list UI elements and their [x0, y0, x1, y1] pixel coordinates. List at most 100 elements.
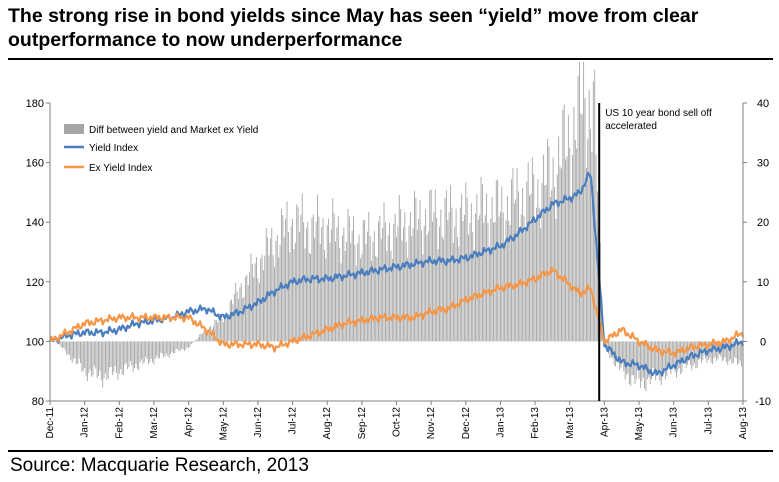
- annotation-text-line1: US 10 year bond sell off: [605, 108, 712, 119]
- diff-bar: [175, 341, 177, 350]
- diff-bar: [104, 341, 106, 374]
- diff-bar: [368, 211, 370, 342]
- diff-bar: [314, 237, 316, 342]
- ex-yield-index-line: [48, 266, 745, 358]
- diff-bar: [457, 236, 458, 342]
- diff-bar: [441, 236, 443, 342]
- diff-bar: [67, 341, 69, 355]
- diff-bar: [301, 193, 303, 342]
- diff-bar: [617, 341, 619, 364]
- diff-bar: [619, 341, 621, 371]
- diff-bar: [384, 222, 386, 342]
- diff-bar: [70, 341, 72, 360]
- diff-bar: [433, 212, 435, 342]
- diff-bar: [458, 246, 460, 342]
- diff-bar: [685, 341, 687, 369]
- diff-bar: [476, 194, 478, 342]
- diff-bar: [520, 214, 522, 342]
- diff-bar: [182, 341, 184, 350]
- diff-bar: [516, 168, 518, 342]
- diff-bar: [681, 341, 683, 373]
- diff-bar: [402, 227, 404, 342]
- diff-bar: [530, 193, 532, 342]
- diff-bar: [576, 148, 578, 342]
- diff-bar: [142, 341, 144, 364]
- diff-bar: [170, 341, 172, 355]
- diff-bar: [86, 341, 88, 381]
- diff-bar: [580, 113, 582, 342]
- diff-bar: [522, 188, 524, 342]
- x-tick-label: Dec-11: [45, 407, 56, 439]
- diff-bar: [634, 341, 636, 384]
- diff-bar: [527, 162, 529, 342]
- y-right-tick-label: 0: [760, 336, 766, 348]
- diff-bar: [332, 198, 334, 342]
- diff-bar: [136, 341, 138, 369]
- diff-bar: [609, 341, 611, 359]
- diff-bar: [256, 257, 257, 342]
- diff-bar: [111, 341, 113, 376]
- diff-bar: [741, 341, 743, 367]
- diff-bar: [469, 223, 471, 342]
- diff-bar: [623, 341, 625, 372]
- diff-bars-group: [49, 62, 744, 392]
- diff-bar: [501, 186, 503, 342]
- diff-bar: [207, 331, 209, 342]
- diff-bar: [663, 341, 665, 373]
- diff-bar: [93, 341, 95, 366]
- diff-bar: [415, 197, 417, 342]
- diff-bar: [80, 341, 81, 364]
- source-rule: [8, 450, 773, 452]
- diff-bar: [55, 341, 56, 342]
- diff-bar: [147, 341, 149, 365]
- diff-bar: [606, 341, 608, 349]
- legend-label-diff: Diff between yield and Market ex Yield: [89, 125, 258, 136]
- diff-bar: [483, 222, 485, 342]
- diff-bar: [172, 341, 174, 354]
- x-tick-label: Apr-13: [599, 407, 610, 437]
- diff-bar: [383, 202, 385, 342]
- diff-bar: [183, 341, 185, 351]
- diff-bar: [274, 267, 275, 342]
- diff-bar: [360, 258, 361, 342]
- diff-bar: [66, 341, 68, 355]
- diff-bar: [547, 138, 549, 342]
- diff-bar: [529, 195, 531, 342]
- diff-bar: [725, 341, 727, 363]
- diff-bar: [508, 220, 510, 342]
- diff-bar: [149, 341, 151, 363]
- y-left-tick-label: 120: [26, 277, 44, 289]
- diff-bar: [459, 207, 461, 342]
- diff-bar: [583, 62, 585, 342]
- diff-bar: [480, 176, 482, 342]
- diff-bar: [698, 341, 700, 361]
- diff-bar: [238, 298, 239, 342]
- diff-bar: [505, 220, 507, 342]
- diff-bar: [465, 182, 467, 342]
- legend: Diff between yield and Market ex Yield Y…: [64, 124, 258, 174]
- diff-bar: [192, 341, 194, 343]
- legend-swatch-diff: [64, 124, 84, 134]
- x-tick-label: Nov-12: [426, 407, 437, 440]
- diff-bar: [236, 291, 238, 342]
- diff-bar: [343, 227, 345, 342]
- diff-bar: [416, 230, 418, 342]
- diff-bar: [325, 258, 327, 342]
- diff-bar: [129, 341, 131, 362]
- diff-bar: [146, 341, 148, 359]
- diff-bar: [638, 341, 640, 379]
- diff-bar: [272, 255, 274, 342]
- diff-bar: [224, 314, 226, 342]
- diff-bar: [394, 213, 396, 342]
- diff-bar: [735, 341, 737, 359]
- diff-bar: [570, 196, 572, 342]
- diff-bar: [283, 237, 285, 342]
- diff-bar: [139, 341, 141, 363]
- diff-bar: [361, 254, 363, 342]
- diff-bar: [278, 257, 280, 342]
- diff-bar: [727, 341, 729, 366]
- diff-bar: [117, 341, 119, 380]
- diff-bar: [486, 193, 488, 342]
- diff-bar: [297, 207, 299, 342]
- diff-bar: [423, 226, 425, 342]
